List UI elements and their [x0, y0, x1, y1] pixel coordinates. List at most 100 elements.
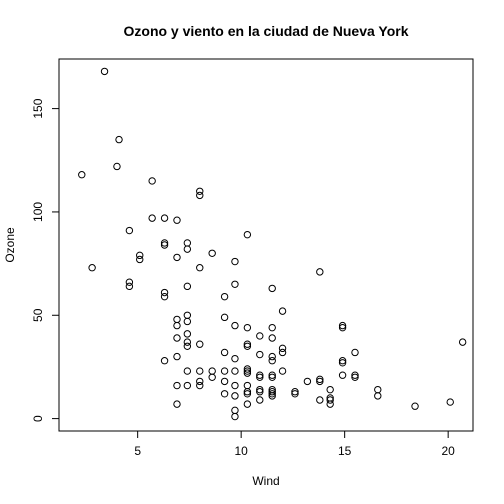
data-point: [173, 400, 181, 408]
y-tick-label: 150: [31, 98, 45, 118]
data-point: [173, 352, 181, 361]
data-point: [243, 369, 252, 377]
data-point: [231, 354, 239, 363]
data-point: [208, 373, 216, 381]
data-point: [316, 375, 324, 384]
data-point: [351, 371, 359, 379]
data-point: [326, 400, 334, 408]
data-point: [256, 385, 264, 394]
data-point: [231, 257, 239, 266]
data-point: [160, 357, 169, 365]
data-point: [316, 268, 324, 276]
data-point: [220, 390, 229, 398]
data-point: [278, 348, 287, 357]
data-point: [256, 332, 264, 340]
data-point: [183, 239, 192, 247]
data-point: [243, 365, 252, 373]
data-point: [338, 371, 347, 379]
data-point: [268, 357, 276, 365]
data-point: [183, 342, 192, 350]
data-point: [183, 282, 192, 291]
x-axis: 5 10 15 20: [134, 430, 455, 458]
data-point: [220, 348, 229, 357]
data-point: [88, 264, 96, 272]
data-point: [268, 323, 276, 332]
data-point: [220, 367, 229, 375]
data-point: [160, 292, 169, 301]
data-point: [291, 390, 299, 398]
x-tick-label: 15: [338, 444, 352, 458]
data-point: [374, 392, 382, 400]
data-point: [220, 292, 229, 301]
data-point: [220, 313, 229, 322]
y-tick-label: 50: [31, 308, 45, 322]
plot-frame: [58, 58, 474, 432]
data-point: [326, 396, 334, 404]
data-point: [231, 381, 239, 390]
data-point: [136, 255, 144, 264]
data-point: [78, 171, 86, 179]
data-point: [125, 282, 134, 291]
data-point: [196, 264, 204, 272]
data-point: [173, 315, 181, 324]
data-point: [196, 377, 204, 386]
x-tick-label: 5: [134, 444, 141, 458]
data-point: [173, 381, 181, 390]
y-tick-label: 100: [31, 202, 45, 222]
data-point: [338, 321, 347, 330]
data-point: [160, 239, 169, 247]
data-point: [173, 216, 181, 224]
data-point: [183, 330, 192, 338]
data-point: [160, 214, 169, 222]
data-point: [374, 385, 382, 394]
data-point: [125, 278, 134, 286]
data-point: [196, 340, 204, 348]
data-point: [113, 162, 121, 171]
data-point: [173, 253, 181, 262]
data-point: [196, 381, 204, 390]
data-point: [351, 348, 359, 357]
data-point: [268, 388, 276, 396]
data-point: [316, 377, 324, 386]
data-point: [173, 321, 181, 330]
data-point: [148, 214, 156, 222]
data-point: [268, 373, 276, 381]
data-point: [183, 317, 192, 326]
data-point: [303, 377, 312, 386]
data-point: [268, 390, 276, 398]
data-point: [316, 396, 324, 404]
data-point: [160, 241, 169, 249]
data-point: [256, 373, 264, 381]
data-point: [291, 388, 299, 396]
data-point: [243, 230, 252, 239]
data-point: [208, 367, 216, 375]
data-point: [256, 396, 264, 404]
data-point: [243, 340, 252, 348]
data-point: [243, 381, 252, 390]
x-tick-label: 20: [441, 444, 455, 458]
data-point: [278, 367, 287, 375]
data-point: [256, 371, 264, 379]
data-point: [458, 338, 467, 346]
data-point: [100, 67, 109, 76]
data-point: [326, 385, 334, 394]
data-point: [148, 177, 156, 185]
y-axis-label: Ozone: [3, 227, 17, 263]
data-point: [183, 338, 192, 346]
x-axis-label: Wind: [252, 474, 279, 488]
data-point: [231, 412, 239, 421]
data-point: [115, 135, 123, 144]
data-point: [338, 357, 347, 365]
data-point: [231, 392, 239, 400]
data-point: [278, 307, 287, 315]
x-tick-label: 10: [234, 444, 248, 458]
data-point: [243, 388, 252, 396]
data-point: [243, 342, 252, 350]
data-point: [243, 400, 252, 408]
data-point: [256, 388, 264, 396]
chart-title: Ozono y viento en la ciudad de Nueva Yor…: [124, 23, 409, 39]
data-points: [78, 67, 467, 421]
data-point: [183, 311, 192, 319]
data-point: [231, 406, 239, 415]
data-point: [136, 251, 144, 260]
